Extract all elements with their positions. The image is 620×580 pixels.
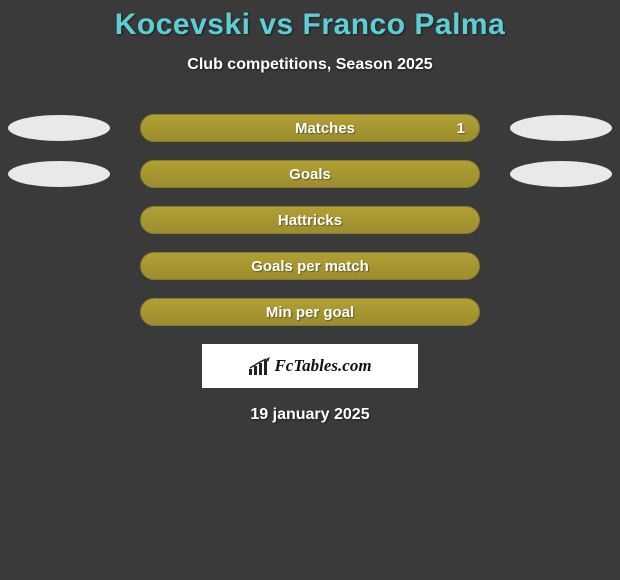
player-a-indicator — [8, 161, 110, 187]
player-b-indicator — [510, 115, 612, 141]
stat-pill: Matches 1 — [140, 114, 480, 142]
stat-row: Matches 1 — [0, 114, 620, 142]
page-title: Kocevski vs Franco Palma — [0, 8, 620, 42]
logo-box[interactable]: FcTables.com — [202, 344, 418, 388]
stat-pill: Goals per match — [140, 252, 480, 280]
logo-text: FcTables.com — [274, 356, 371, 376]
stat-pill: Min per goal — [140, 298, 480, 326]
stat-pill: Goals — [140, 160, 480, 188]
stat-pill: Hattricks — [140, 206, 480, 234]
chart-icon — [248, 357, 270, 375]
stat-label: Matches — [295, 120, 355, 137]
stat-label: Goals — [289, 166, 331, 183]
stat-label: Hattricks — [278, 212, 342, 229]
subtitle: Club competitions, Season 2025 — [0, 56, 620, 74]
comparison-widget: Kocevski vs Franco Palma Club competitio… — [0, 0, 620, 580]
stat-value-right: 1 — [457, 120, 465, 137]
stat-label: Goals per match — [251, 258, 369, 275]
stat-row: Goals per match — [0, 252, 620, 280]
player-b-indicator — [510, 161, 612, 187]
stat-label: Min per goal — [266, 304, 354, 321]
date-label: 19 january 2025 — [0, 406, 620, 424]
player-a-indicator — [8, 115, 110, 141]
stat-row: Min per goal — [0, 298, 620, 326]
stat-row: Goals — [0, 160, 620, 188]
stat-rows: Matches 1 Goals Hattricks Goals per match Min… — [0, 114, 620, 326]
stat-row: Hattricks — [0, 206, 620, 234]
